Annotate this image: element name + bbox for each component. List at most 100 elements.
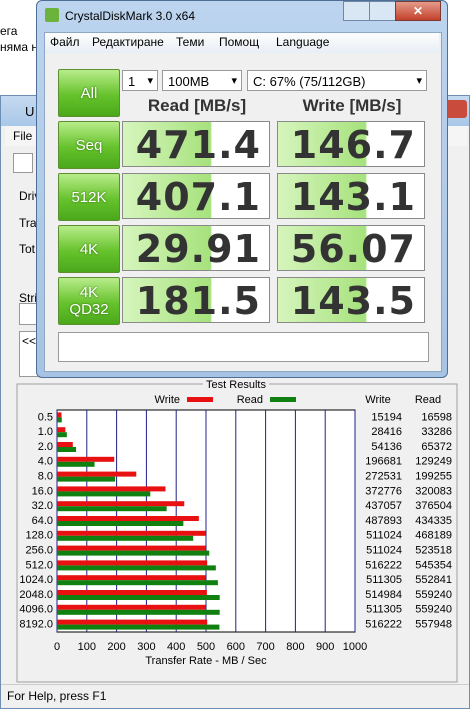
y-tick-label: 8192.0	[19, 619, 53, 631]
read-value: 29.91	[122, 225, 270, 271]
y-tick-label: 4096.0	[19, 604, 53, 616]
read-value: 407.1	[122, 173, 270, 219]
table-value: 468189	[415, 530, 452, 542]
bar	[57, 521, 184, 526]
frame-gap	[203, 378, 269, 390]
bar	[57, 604, 206, 610]
x-tick-label: 1000	[343, 641, 367, 653]
table-value: 129249	[415, 456, 452, 468]
bar	[57, 432, 67, 438]
close-button[interactable]: ✕	[395, 1, 441, 21]
read-value: 181.5	[122, 277, 270, 323]
x-tick-label: 800	[286, 641, 304, 653]
chart-title: Test Results	[206, 379, 266, 391]
count-select[interactable]: 1	[122, 70, 158, 92]
label: Tra	[19, 216, 37, 230]
bar	[57, 530, 206, 536]
bar	[57, 609, 220, 615]
snippet: ега	[0, 24, 18, 38]
label: Tot	[19, 242, 36, 256]
all-button[interactable]: All	[58, 69, 120, 117]
x-tick-label: 600	[227, 641, 245, 653]
write-value: 146.7	[277, 121, 425, 167]
x-tick-label: 400	[167, 641, 185, 653]
table-value: 372776	[365, 485, 402, 497]
button-label: 512K	[71, 188, 107, 206]
table-value: 516222	[365, 619, 402, 631]
test-button[interactable]: Seq	[58, 121, 120, 169]
table-value: 65372	[421, 441, 452, 453]
table-value: 199255	[415, 471, 452, 483]
test-button[interactable]: 4K QD32	[58, 277, 120, 325]
drive-select[interactable]: C: 67% (75/112GB)	[247, 70, 427, 92]
bar	[57, 491, 151, 497]
test-button[interactable]: 512K	[58, 173, 120, 221]
bar	[57, 476, 116, 482]
table-value: 434335	[415, 515, 452, 527]
bar	[57, 624, 220, 630]
bar	[57, 442, 73, 447]
table-value: 516222	[365, 559, 402, 571]
menu-item[interactable]: Файл	[50, 35, 80, 49]
write-value: 56.07	[277, 225, 425, 271]
table-value: 272531	[365, 471, 402, 483]
bar	[57, 506, 167, 512]
y-tick-label: 2048.0	[19, 589, 53, 601]
size-select[interactable]: 100MB	[162, 70, 242, 92]
table-value: 437057	[365, 500, 402, 512]
toolbar-button[interactable]	[13, 153, 33, 173]
bar	[57, 427, 66, 433]
menu-item[interactable]: File	[13, 129, 33, 143]
x-tick-label: 200	[107, 641, 125, 653]
bar	[57, 516, 199, 521]
maximize-button[interactable]	[369, 1, 397, 21]
menu-item[interactable]: Теми	[176, 35, 205, 49]
bar	[57, 550, 210, 556]
table-value: 545354	[415, 559, 452, 571]
x-axis-label: Transfer Rate - MB / Sec	[145, 655, 267, 667]
y-tick-label: 2.0	[38, 441, 53, 453]
bar	[57, 545, 206, 551]
comment-box[interactable]	[58, 332, 429, 362]
write-value: 143.5	[277, 277, 425, 323]
snippet: няма н	[0, 40, 39, 54]
table-value: 557948	[415, 619, 452, 631]
table-value: 523518	[415, 545, 452, 557]
bar	[57, 447, 77, 452]
x-tick-label: 500	[197, 641, 215, 653]
label: Driv	[19, 189, 41, 203]
menu-item[interactable]: Language	[276, 35, 330, 49]
table-value: 559240	[415, 589, 452, 601]
table-value: 511024	[366, 545, 402, 557]
test-button[interactable]: 4K	[58, 225, 120, 273]
x-tick-label: 100	[78, 641, 96, 653]
button-label: 4K	[79, 240, 99, 258]
y-tick-label: 1024.0	[19, 574, 53, 586]
y-tick-label: 64.0	[32, 515, 53, 527]
x-tick-label: 300	[137, 641, 155, 653]
status-text: For Help, press F1	[7, 689, 107, 703]
table-value: 28416	[371, 426, 402, 438]
legend-label: Read	[237, 394, 263, 406]
legend-swatch	[187, 397, 213, 402]
table-value: 16598	[421, 411, 452, 423]
menu-item[interactable]: Редактиране	[92, 35, 164, 49]
window-title: U	[25, 104, 35, 119]
bar	[57, 590, 207, 595]
menu-item[interactable]: Помощ	[219, 35, 260, 49]
table-value: 33286	[421, 426, 452, 438]
read-header: Read [MB/s]	[147, 96, 247, 115]
window-title: CrystalDiskMark 3.0 x64	[65, 9, 196, 23]
button-label: All	[80, 84, 98, 102]
bar	[57, 486, 166, 492]
minimize-button[interactable]	[343, 1, 371, 21]
bar	[57, 471, 137, 477]
bar	[57, 580, 218, 586]
bar	[57, 619, 208, 625]
y-tick-label: 8.0	[38, 471, 53, 483]
y-tick-label: 512.0	[25, 559, 53, 571]
table-value: 511305	[366, 604, 402, 616]
table-header: Write	[365, 394, 390, 406]
